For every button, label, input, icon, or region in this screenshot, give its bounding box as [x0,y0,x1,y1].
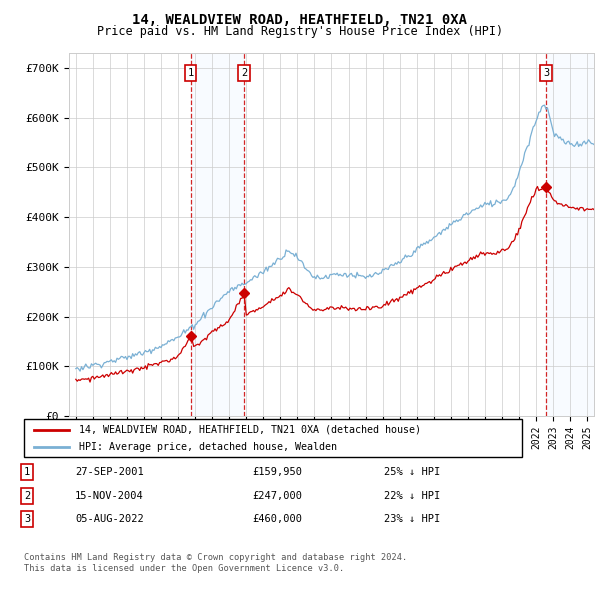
Text: HPI: Average price, detached house, Wealden: HPI: Average price, detached house, Weal… [79,441,337,451]
Text: 14, WEALDVIEW ROAD, HEATHFIELD, TN21 0XA (detached house): 14, WEALDVIEW ROAD, HEATHFIELD, TN21 0XA… [79,425,421,435]
Text: 23% ↓ HPI: 23% ↓ HPI [384,514,440,524]
Text: 05-AUG-2022: 05-AUG-2022 [75,514,144,524]
Text: 22% ↓ HPI: 22% ↓ HPI [384,491,440,500]
Text: Price paid vs. HM Land Registry's House Price Index (HPI): Price paid vs. HM Land Registry's House … [97,25,503,38]
Text: 2: 2 [241,68,247,78]
Text: £247,000: £247,000 [252,491,302,500]
Text: 1: 1 [24,467,30,477]
Bar [546,53,594,416]
Text: 3: 3 [24,514,30,524]
Text: 25% ↓ HPI: 25% ↓ HPI [384,467,440,477]
Text: 3: 3 [543,68,549,78]
Text: 15-NOV-2004: 15-NOV-2004 [75,491,144,500]
Text: £159,950: £159,950 [252,467,302,477]
Text: 27-SEP-2001: 27-SEP-2001 [75,467,144,477]
Text: 14, WEALDVIEW ROAD, HEATHFIELD, TN21 0XA: 14, WEALDVIEW ROAD, HEATHFIELD, TN21 0XA [133,13,467,27]
Bar [191,53,245,416]
Text: Contains HM Land Registry data © Crown copyright and database right 2024.
This d: Contains HM Land Registry data © Crown c… [24,553,407,573]
Text: 1: 1 [188,68,194,78]
Text: 2: 2 [24,491,30,500]
FancyBboxPatch shape [24,419,522,457]
Text: £460,000: £460,000 [252,514,302,524]
